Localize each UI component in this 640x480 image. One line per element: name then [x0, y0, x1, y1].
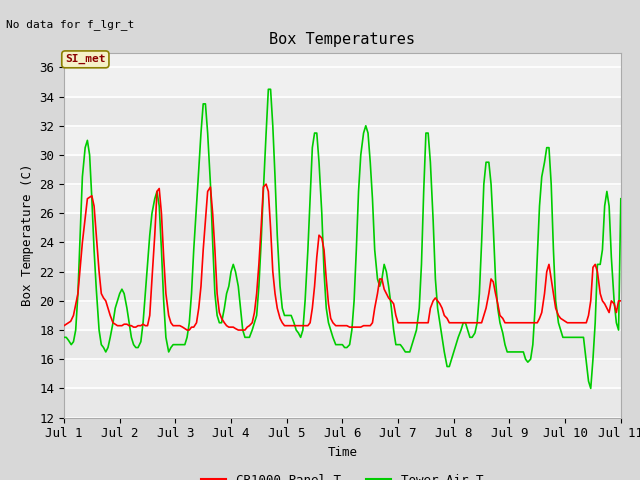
Bar [64, 67, 621, 96]
Text: No data for f_lgr_t: No data for f_lgr_t [6, 19, 134, 30]
Bar [64, 155, 621, 184]
Text: SI_met: SI_met [65, 54, 106, 64]
Title: Box Temperatures: Box Temperatures [269, 33, 415, 48]
Bar [64, 330, 621, 359]
Bar [64, 272, 621, 301]
Bar [64, 96, 621, 126]
Bar [64, 301, 621, 330]
Bar [64, 126, 621, 155]
Bar [64, 359, 621, 388]
Bar [64, 242, 621, 272]
X-axis label: Time: Time [328, 446, 357, 459]
Legend: CR1000 Panel T, Tower Air T: CR1000 Panel T, Tower Air T [196, 468, 489, 480]
Bar [64, 213, 621, 242]
Bar [64, 184, 621, 213]
Y-axis label: Box Temperature (C): Box Temperature (C) [20, 164, 34, 306]
Bar [64, 388, 621, 418]
